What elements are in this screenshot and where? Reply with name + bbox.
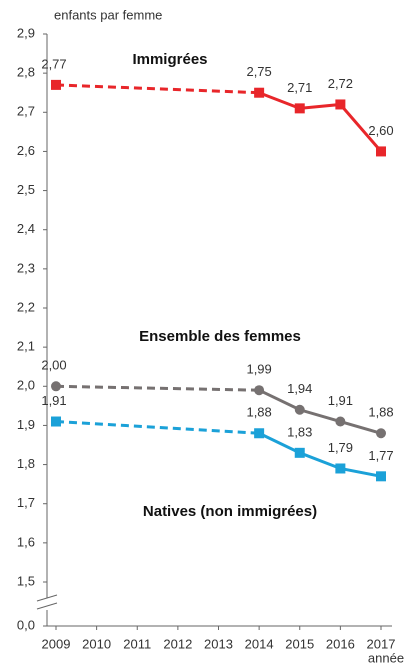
line bbox=[258, 91, 383, 153]
y-axis-label: enfants par femme bbox=[54, 7, 162, 22]
y-tick-label: 2,8 bbox=[17, 65, 35, 80]
dashed-segment bbox=[55, 83, 260, 95]
marker bbox=[335, 416, 346, 427]
marker bbox=[294, 447, 305, 458]
axis-break bbox=[36, 594, 58, 602]
y-tick-label: 2,2 bbox=[17, 299, 35, 314]
x-tick-label: 2013 bbox=[204, 636, 233, 651]
y-tick-label: 2,6 bbox=[17, 143, 35, 158]
value-label: 2,72 bbox=[328, 76, 353, 91]
marker bbox=[51, 381, 61, 392]
y-tick-label: 1,6 bbox=[17, 534, 35, 549]
marker bbox=[294, 404, 305, 415]
line bbox=[258, 388, 382, 435]
dashed-segment bbox=[55, 384, 260, 392]
value-label: 2,60 bbox=[368, 123, 393, 138]
y-tick-label: 2,5 bbox=[17, 182, 35, 197]
marker bbox=[376, 146, 386, 157]
value-label: 1,99 bbox=[246, 362, 271, 377]
marker bbox=[51, 79, 61, 90]
y-tick-label: 1,9 bbox=[17, 417, 35, 432]
x-tick-label: 2014 bbox=[245, 636, 274, 651]
marker bbox=[335, 99, 346, 110]
value-label: 2,77 bbox=[41, 56, 66, 71]
dashed-segment bbox=[55, 420, 260, 435]
series-name: Immigrées bbox=[132, 51, 207, 68]
y-tick-label: 0,0 bbox=[17, 617, 35, 632]
value-label: 2,71 bbox=[287, 80, 312, 95]
x-tick-label: 2012 bbox=[163, 636, 192, 651]
value-label: 1,88 bbox=[368, 405, 393, 420]
y-tick-label: 2,7 bbox=[17, 104, 35, 119]
value-label: 1,94 bbox=[287, 381, 312, 396]
marker bbox=[376, 471, 386, 482]
marker bbox=[335, 463, 346, 474]
value-label: 1,83 bbox=[287, 424, 312, 439]
line bbox=[258, 431, 382, 478]
x-tick-label: 2011 bbox=[123, 636, 151, 651]
value-label: 1,91 bbox=[328, 393, 353, 408]
marker bbox=[376, 428, 386, 439]
y-tick-label: 2,0 bbox=[17, 378, 35, 393]
x-tick-label: 2009 bbox=[42, 636, 71, 651]
value-label: 1,88 bbox=[246, 405, 271, 420]
value-label: 1,77 bbox=[368, 448, 393, 463]
x-tick-label: 2015 bbox=[285, 636, 314, 651]
series-name: Natives (non immigrées) bbox=[143, 503, 317, 520]
y-tick-label: 2,4 bbox=[17, 221, 35, 236]
y-tick-label: 1,7 bbox=[17, 495, 35, 510]
x-axis-label: année bbox=[368, 650, 404, 665]
marker bbox=[254, 385, 265, 396]
x-tick-label: 2010 bbox=[82, 636, 111, 651]
value-label: 2,00 bbox=[41, 358, 66, 373]
marker bbox=[254, 87, 265, 98]
y-tick-label: 1,5 bbox=[17, 573, 35, 588]
x-tick-label: 2017 bbox=[367, 636, 396, 651]
marker bbox=[254, 428, 265, 439]
axis-break bbox=[36, 602, 58, 610]
series-name: Ensemble des femmes bbox=[139, 328, 301, 345]
y-tick-label: 2,1 bbox=[17, 339, 35, 354]
y-tick-label: 2,3 bbox=[17, 260, 35, 275]
y-tick-label: 2,9 bbox=[17, 25, 35, 40]
x-tick-label: 2016 bbox=[326, 636, 355, 651]
marker bbox=[51, 416, 61, 427]
y-tick-label: 1,8 bbox=[17, 456, 35, 471]
marker bbox=[294, 103, 305, 114]
value-label: 1,79 bbox=[328, 440, 353, 455]
value-label: 2,75 bbox=[246, 64, 271, 79]
value-label: 1,91 bbox=[41, 393, 66, 408]
